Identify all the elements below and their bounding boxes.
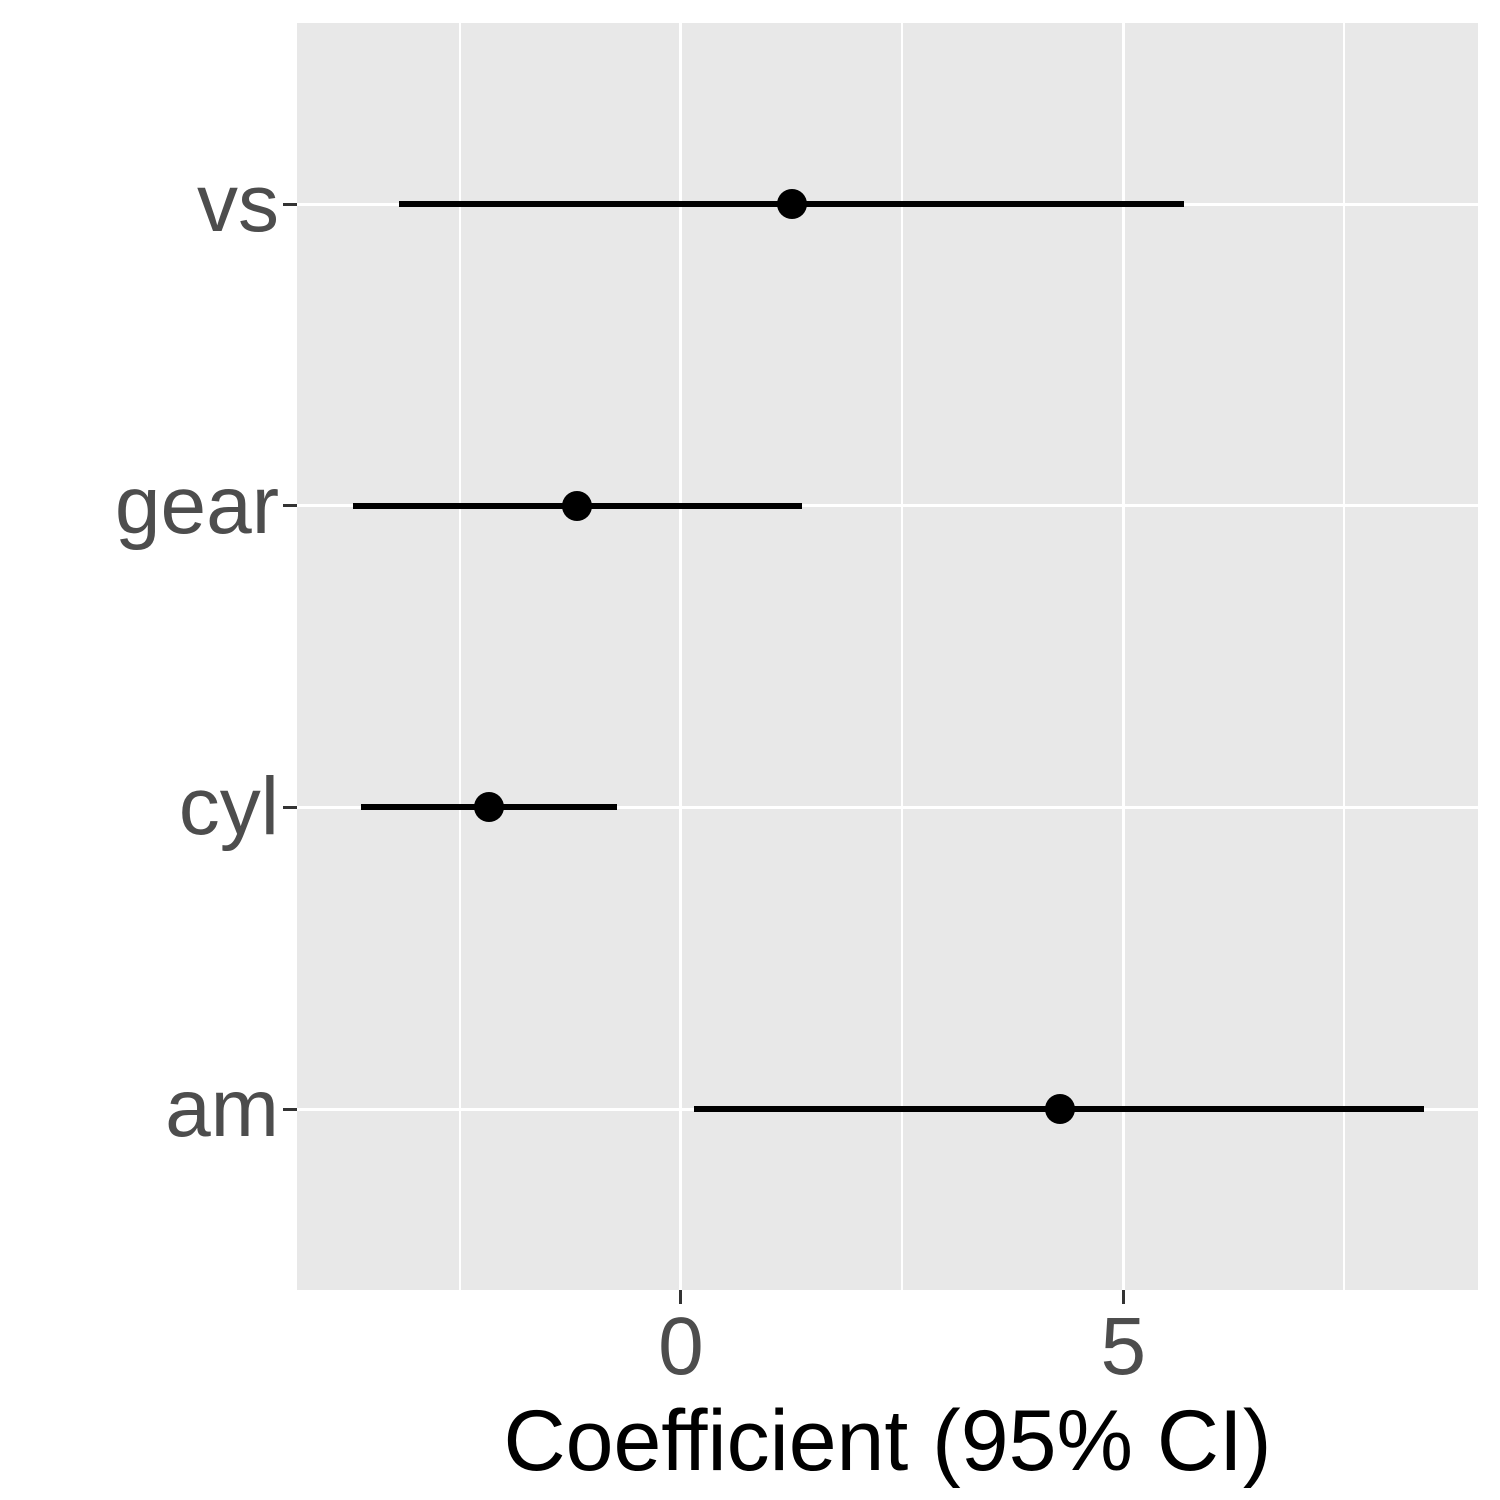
y-tick-mark [283, 1107, 297, 1111]
estimate-point-gear [562, 490, 593, 521]
x-tick-mark [1121, 1290, 1125, 1304]
y-tick-mark [283, 504, 297, 508]
y-axis-label-am: am [165, 1063, 279, 1154]
major-gridline-horizontal [297, 504, 1478, 508]
minor-gridline-vertical [458, 23, 461, 1290]
x-axis-title: Coefficient (95% CI) [503, 1393, 1272, 1489]
minor-gridline-vertical [1343, 23, 1346, 1290]
y-axis-label-cyl: cyl [178, 761, 279, 853]
estimate-point-vs [776, 189, 807, 219]
major-gridline-horizontal [297, 805, 1478, 809]
major-gridline-vertical [679, 23, 683, 1290]
plot-panel [297, 23, 1478, 1290]
estimate-point-cyl [473, 792, 504, 823]
x-axis-tick-label: 0 [658, 1301, 704, 1392]
major-gridline-vertical [1121, 23, 1125, 1290]
y-tick-mark [283, 202, 297, 206]
y-axis-label-gear: gear [114, 459, 279, 551]
y-axis-label-vs: vs [197, 158, 279, 249]
estimate-point-am [1044, 1094, 1075, 1124]
minor-gridline-vertical [901, 23, 904, 1290]
x-tick-mark [679, 1290, 683, 1304]
x-axis-tick-label: 5 [1100, 1301, 1147, 1392]
y-tick-mark [283, 805, 297, 809]
